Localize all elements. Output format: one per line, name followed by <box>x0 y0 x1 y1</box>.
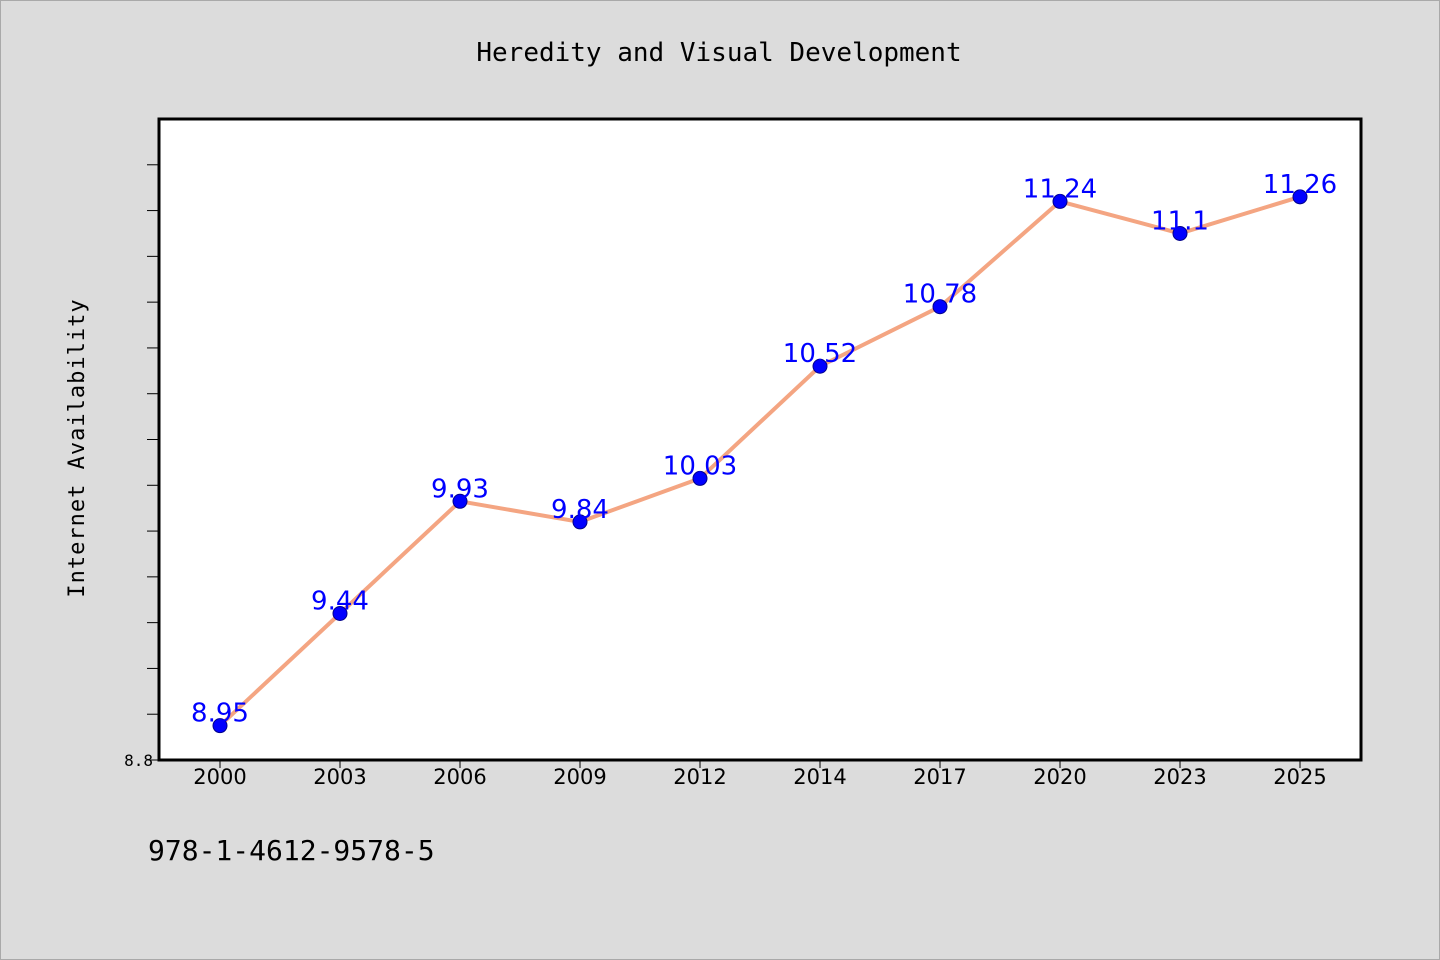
x-tick-label: 2025 <box>1273 765 1326 789</box>
data-label: 11.26 <box>1263 170 1337 200</box>
data-label: 10.52 <box>783 339 857 369</box>
data-markers <box>212 189 1308 734</box>
data-point <box>1052 193 1068 209</box>
x-axis-ticks <box>219 760 1301 768</box>
data-label: 11.24 <box>1023 174 1097 204</box>
y-axis-tick-labels: 8.8 <box>124 751 153 770</box>
series-lines <box>218 194 1301 728</box>
x-tick-label: 2014 <box>793 765 846 789</box>
plot-area <box>157 117 1363 762</box>
x-tick-label: 2017 <box>913 765 966 789</box>
data-point <box>212 718 228 734</box>
y-axis-label: Internet Availability <box>65 298 90 597</box>
x-tick-label: 2009 <box>553 765 606 789</box>
footer-code: 978-1-4612-9578-5 <box>148 834 435 867</box>
x-tick-label: 2023 <box>1153 765 1206 789</box>
x-tick-label: 2003 <box>313 765 366 789</box>
chart-title: Heredity and Visual Development <box>476 38 961 68</box>
y-tick-label: 8.8 <box>124 751 153 770</box>
data-point <box>932 299 948 315</box>
data-label: 9.44 <box>311 586 369 616</box>
data-label: 9.84 <box>551 495 609 525</box>
data-label: 9.93 <box>431 474 489 504</box>
data-point <box>572 514 588 530</box>
x-tick-label: 2020 <box>1033 765 1086 789</box>
data-point <box>692 470 708 486</box>
data-labels: 8.95 9.44 9.93 9.84 10.03 10.52 10.78 11.24 11.1… <box>191 170 1337 729</box>
data-label: 8.95 <box>191 699 249 729</box>
data-label: 10.78 <box>903 280 977 310</box>
x-tick-label: 2006 <box>433 765 486 789</box>
data-label: 10.03 <box>663 451 737 481</box>
data-point <box>812 358 828 374</box>
data-point <box>1292 189 1308 205</box>
x-tick-label: 2012 <box>673 765 726 789</box>
data-point <box>452 493 468 509</box>
series-line <box>218 194 1301 728</box>
y-axis-ticks <box>147 164 159 761</box>
data-point <box>1172 225 1188 241</box>
data-point <box>332 605 348 621</box>
data-label: 11.1 <box>1151 206 1209 236</box>
x-axis-tick-labels: 2000 2003 2006 2009 2012 2014 2017 2020 2023 2025 <box>193 765 1326 789</box>
x-tick-label: 2000 <box>193 765 246 789</box>
